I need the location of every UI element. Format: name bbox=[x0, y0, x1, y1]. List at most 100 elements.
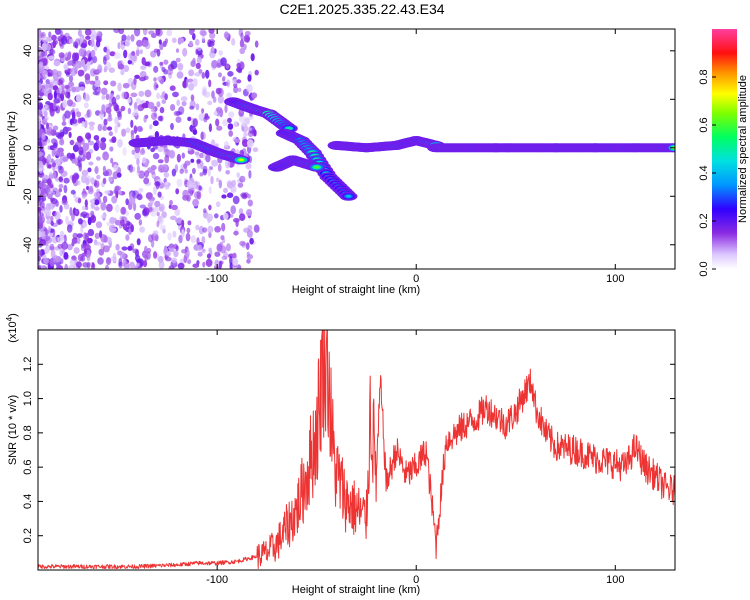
noise-blob bbox=[108, 176, 113, 182]
noise-blob bbox=[208, 247, 212, 253]
noise-blob bbox=[76, 261, 82, 268]
noise-blob bbox=[38, 109, 43, 116]
noise-blob bbox=[105, 264, 109, 269]
noise-blob bbox=[73, 65, 78, 72]
noise-blob bbox=[125, 198, 129, 206]
noise-blob bbox=[206, 253, 212, 259]
noise-blob bbox=[216, 125, 223, 131]
noise-blob bbox=[56, 70, 62, 78]
noise-blob bbox=[190, 60, 196, 66]
noise-blob bbox=[247, 139, 254, 148]
noise-blob bbox=[178, 234, 183, 244]
noise-blob bbox=[218, 72, 222, 78]
noise-blob bbox=[77, 197, 82, 204]
noise-blob bbox=[221, 77, 226, 82]
noise-blob bbox=[136, 165, 141, 174]
noise-blob bbox=[192, 263, 200, 268]
noise-blob bbox=[49, 232, 53, 238]
noise-blob bbox=[82, 221, 87, 228]
noise-blob bbox=[103, 56, 107, 65]
noise-blob bbox=[115, 243, 120, 251]
noise-blob bbox=[184, 168, 188, 174]
noise-blob bbox=[190, 94, 195, 102]
noise-blob bbox=[84, 199, 88, 208]
noise-blob bbox=[159, 106, 165, 114]
noise-blob bbox=[182, 47, 188, 57]
x-tick-label: 100 bbox=[606, 574, 624, 586]
noise-blob bbox=[89, 124, 95, 131]
noise-blob bbox=[238, 87, 242, 92]
noise-blob bbox=[38, 161, 42, 166]
noise-blob bbox=[66, 152, 72, 159]
noise-blob bbox=[152, 230, 159, 236]
noise-blob bbox=[245, 36, 250, 43]
noise-blob bbox=[254, 40, 259, 48]
y-tick-label: 40 bbox=[22, 45, 34, 57]
noise-blob bbox=[166, 251, 172, 256]
noise-blob bbox=[186, 180, 194, 189]
noise-blob bbox=[209, 32, 216, 39]
noise-blob bbox=[192, 198, 200, 207]
noise-blob bbox=[110, 80, 117, 87]
noise-blob bbox=[98, 248, 105, 256]
noise-blob bbox=[214, 226, 222, 233]
noise-blob bbox=[44, 184, 51, 193]
noise-blob bbox=[66, 224, 73, 233]
noise-blob bbox=[71, 111, 76, 120]
noise-blob bbox=[82, 142, 90, 151]
noise-blob bbox=[100, 137, 107, 143]
noise-blob bbox=[152, 120, 159, 127]
noise-blob bbox=[233, 120, 238, 128]
noise-blob bbox=[125, 127, 131, 134]
noise-blob bbox=[69, 259, 76, 266]
noise-blob bbox=[198, 185, 202, 191]
colorbar: 0.0 0.2 0.4 0.6 0.8 Normalized spectral ampl… bbox=[698, 29, 749, 277]
noise-blob bbox=[96, 174, 101, 180]
noise-blob bbox=[38, 36, 42, 42]
noise-blob bbox=[57, 236, 65, 244]
noise-blob bbox=[166, 69, 173, 76]
noise-blob bbox=[136, 158, 140, 166]
noise-blob bbox=[72, 52, 77, 62]
noise-blob bbox=[194, 151, 200, 156]
noise-blob bbox=[109, 227, 117, 232]
snr-x-ticks: -100 0 100 bbox=[206, 330, 624, 586]
noise-blob bbox=[90, 210, 95, 217]
track-2-mark bbox=[345, 194, 352, 198]
noise-blob bbox=[121, 91, 127, 100]
noise-blob bbox=[62, 156, 69, 162]
noise-blob bbox=[94, 232, 100, 239]
noise-blob bbox=[238, 208, 244, 215]
noise-blob bbox=[132, 190, 140, 199]
noise-blob bbox=[38, 249, 42, 256]
noise-blob bbox=[81, 174, 87, 184]
noise-blob bbox=[81, 121, 85, 127]
noise-blob bbox=[243, 132, 249, 137]
noise-blob bbox=[223, 31, 229, 39]
noise-blob bbox=[54, 29, 61, 35]
noise-blob bbox=[42, 209, 49, 214]
noise-blob bbox=[139, 148, 146, 155]
noise-blob bbox=[177, 262, 185, 269]
noise-blob bbox=[223, 251, 229, 259]
noise-blob bbox=[61, 121, 67, 126]
noise-blob bbox=[133, 125, 138, 134]
y-tick-label: 0.2 bbox=[22, 528, 34, 543]
noise-blob bbox=[97, 140, 102, 148]
noise-blob bbox=[100, 202, 107, 211]
noise-blob bbox=[50, 220, 54, 226]
noise-blob bbox=[136, 262, 140, 267]
noise-blob bbox=[71, 212, 75, 222]
noise-blob bbox=[119, 190, 122, 196]
noise-blob bbox=[68, 39, 74, 44]
noise-blob bbox=[38, 102, 43, 111]
noise-blob bbox=[81, 193, 87, 199]
noise-blob bbox=[148, 30, 155, 35]
noise-blob bbox=[73, 247, 80, 254]
noise-blob bbox=[65, 72, 70, 77]
noise-blob bbox=[96, 156, 101, 161]
noise-blob bbox=[143, 75, 149, 81]
noise-blob bbox=[134, 212, 141, 220]
noise-blob bbox=[216, 177, 220, 182]
noise-blob bbox=[86, 261, 91, 269]
